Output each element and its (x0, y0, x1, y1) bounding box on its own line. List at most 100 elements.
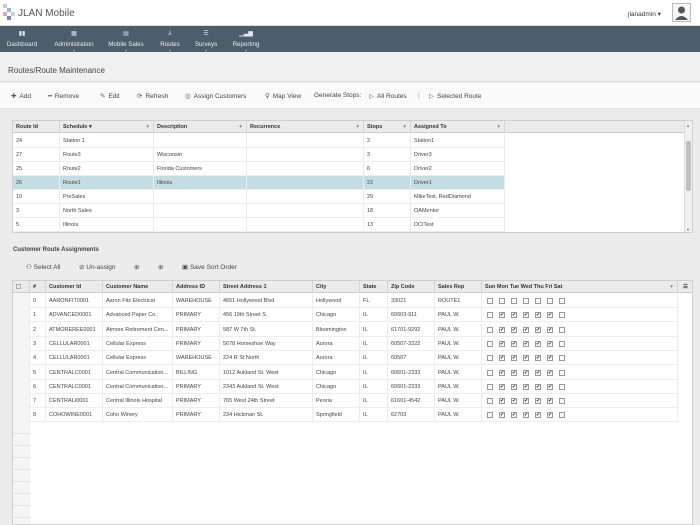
col-zip-code[interactable]: Zip Code (388, 281, 435, 293)
assign-customers-button[interactable]: ◎ Assign Customers (185, 93, 247, 100)
assignment-row[interactable]: 1 ADVANCED0001 Advanced Paper Co. PRIMARY 45… (13, 308, 678, 323)
day-checkbox[interactable] (487, 355, 493, 362)
row-selector[interactable] (13, 322, 30, 337)
day-checkbox[interactable]: ✔ (535, 355, 541, 362)
day-checkbox[interactable] (487, 298, 493, 304)
day-checkbox[interactable]: ✔ (547, 312, 553, 319)
route-row[interactable]: 24 Station 1 2 Station1 (13, 134, 505, 148)
day-checkbox[interactable]: ✔ (547, 398, 553, 405)
col-state[interactable]: State (360, 281, 388, 293)
day-checkbox[interactable] (559, 412, 565, 419)
select-all-button[interactable]: ⚇ Select All (26, 264, 61, 271)
col-customer-id[interactable]: Customer Id (46, 281, 103, 293)
selected-route-button[interactable]: ▷ Selected Route (429, 93, 482, 100)
day-checkbox[interactable]: ✔ (523, 412, 529, 419)
route-row[interactable]: 5 Illinois 13 DCITest (13, 218, 505, 232)
day-checkbox[interactable]: ✔ (535, 412, 541, 419)
row-selector[interactable] (13, 294, 30, 308)
move-down-button[interactable]: ⊕ (134, 263, 139, 271)
row-selector[interactable] (13, 308, 30, 323)
day-checkbox[interactable] (559, 398, 565, 405)
day-checkbox[interactable]: ✔ (547, 340, 553, 347)
unassign-button[interactable]: ⊘ Un-assign (79, 264, 116, 271)
day-checkbox[interactable] (487, 312, 493, 319)
day-checkbox[interactable] (499, 298, 505, 304)
col-sales-rep[interactable]: Sales Rep (435, 281, 482, 293)
routes-scroll-thumb[interactable] (686, 141, 691, 191)
day-checkbox[interactable]: ✔ (523, 312, 529, 319)
col-street-address[interactable]: Street Address 1 (220, 281, 313, 293)
day-checkbox[interactable]: ✔ (535, 340, 541, 347)
assignment-row[interactable]: 8 COHOWINE0001 Coho Winery PRIMARY 234 Hickm… (13, 408, 678, 423)
day-checkbox[interactable]: ✔ (499, 340, 505, 347)
all-routes-button[interactable]: ▷ All Routes (369, 93, 407, 100)
day-checkbox[interactable]: ✔ (523, 369, 529, 376)
day-checkbox[interactable] (487, 340, 493, 347)
col-schedule[interactable]: Schedule ▾ ▾ (60, 121, 154, 133)
day-checkbox[interactable]: ✔ (535, 312, 541, 319)
day-checkbox[interactable] (535, 298, 541, 304)
assignment-row[interactable]: 6 CENTRALC0001 Central Communication... PRI… (13, 379, 678, 394)
assignment-row[interactable]: 0 AARONFIT0001 Aaron Fitz Electrical WAREHO… (13, 294, 678, 308)
day-checkbox[interactable] (523, 298, 529, 304)
day-checkbox[interactable] (559, 369, 565, 376)
col-city[interactable]: City (313, 281, 360, 293)
col-select[interactable] (13, 281, 30, 293)
column-menu-icon[interactable]: ▾ (239, 124, 242, 130)
nav-reporting[interactable]: ▁▃▆ Reporting ▾ (226, 26, 266, 53)
day-checkbox[interactable]: ✔ (547, 369, 553, 376)
day-checkbox[interactable]: ✔ (499, 398, 505, 405)
col-description[interactable]: Description ▾ (154, 121, 247, 133)
day-checkbox[interactable]: ✔ (511, 412, 517, 419)
day-checkbox[interactable] (559, 340, 565, 347)
route-row[interactable]: 10 PreSales 29 MikeTest, RedDiamond (13, 190, 505, 204)
route-row[interactable]: 27 Route3 Wisconsin 3 Driver3 (13, 148, 505, 162)
save-sort-order-button[interactable]: ▣ Save Sort Order (182, 264, 237, 271)
day-checkbox[interactable]: ✔ (499, 355, 505, 362)
refresh-button[interactable]: ⟳ Refresh (137, 93, 169, 100)
day-checkbox[interactable]: ✔ (499, 383, 505, 390)
scroll-down-icon[interactable]: ▼ (686, 227, 690, 232)
row-selector[interactable] (13, 394, 30, 409)
day-checkbox[interactable]: ✔ (499, 312, 505, 319)
day-checkbox[interactable]: ✔ (523, 355, 529, 362)
day-checkbox[interactable]: ✔ (499, 326, 505, 333)
nav-routes[interactable]: ⅄ Routes ▾ (152, 26, 188, 53)
day-checkbox[interactable] (487, 326, 493, 333)
column-menu-icon[interactable]: ▾ (356, 124, 359, 130)
day-checkbox[interactable]: ✔ (535, 369, 541, 376)
day-checkbox[interactable] (559, 312, 565, 319)
col-stops[interactable]: Stops ▾ (364, 121, 411, 133)
assignment-row[interactable]: 2 ATMOREREE0001 Atmore Retirement Cen... PR… (13, 322, 678, 337)
nav-dashboard[interactable]: ▮▮ Dashboard (0, 26, 44, 52)
edit-button[interactable]: ✎ Edit (100, 93, 120, 100)
day-checkbox[interactable]: ✔ (511, 369, 517, 376)
route-row[interactable]: 26 Route1 Illinois 22 Driver1 (13, 176, 505, 190)
map-view-button[interactable]: ⚲ Map View (265, 93, 302, 100)
select-all-checkbox[interactable] (16, 284, 21, 289)
day-checkbox[interactable] (559, 326, 565, 333)
col-assigned-to[interactable]: Assigned To ▾ (411, 121, 505, 133)
day-checkbox[interactable]: ✔ (547, 383, 553, 390)
add-button[interactable]: ✚ Add (11, 93, 32, 100)
row-selector[interactable] (13, 336, 30, 351)
nav-surveys[interactable]: ☰ Surveys ▾ (190, 26, 222, 53)
assignment-row[interactable]: 5 CENTRALC0001 Central Communication... BIL… (13, 365, 678, 380)
row-selector[interactable] (13, 408, 30, 423)
remove-button[interactable]: ━ Remove (48, 93, 80, 100)
day-checkbox[interactable]: ✔ (511, 326, 517, 333)
day-checkbox[interactable]: ✔ (511, 340, 517, 347)
routes-scrollbar[interactable]: ▲ ▼ (684, 121, 692, 232)
day-checkbox[interactable]: ✔ (511, 312, 517, 319)
assignment-row[interactable]: 7 CENTRALI0001 Central Illinois Hospital PR… (13, 394, 678, 409)
day-checkbox[interactable]: ✔ (535, 398, 541, 405)
day-checkbox[interactable]: ✔ (547, 355, 553, 362)
move-up-button[interactable]: ⊕ (158, 263, 163, 271)
day-checkbox[interactable] (487, 369, 493, 376)
grid-menu-icon[interactable]: ☰ (678, 281, 692, 293)
assignment-row[interactable]: 4 CELLULAR0001 Cellular Express WAREHOUSE 22… (13, 351, 678, 366)
col-days[interactable]: Sun Mon Tue Wed Thu Fri Sat ▾ (482, 281, 678, 293)
route-row[interactable]: 3 North Sales 18 OAMentor (13, 204, 505, 218)
column-menu-icon[interactable]: ▾ (497, 124, 500, 130)
day-checkbox[interactable]: ✔ (523, 383, 529, 390)
